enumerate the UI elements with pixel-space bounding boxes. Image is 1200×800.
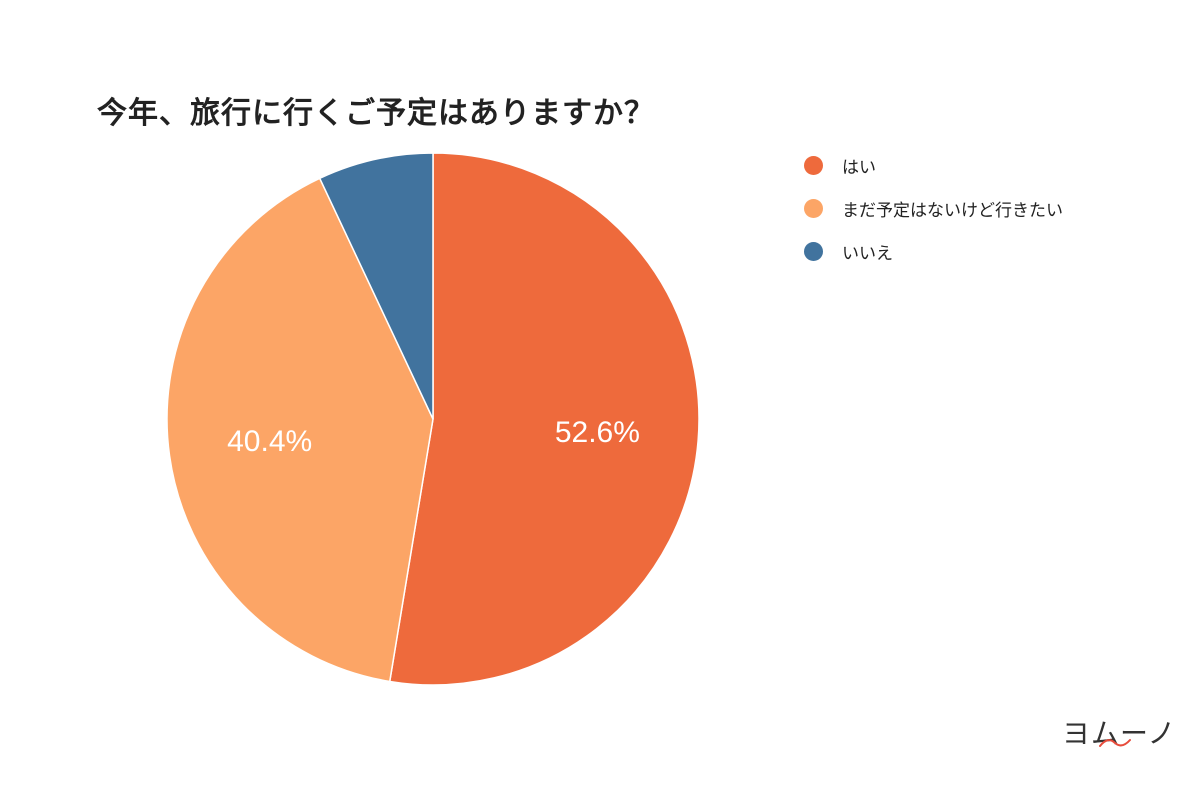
legend-item-no: いいえ [804, 238, 1063, 264]
pie-slice-want-to-go [166, 177, 434, 683]
data-label: 52.6% [555, 416, 640, 449]
data-label: 40.4% [227, 425, 312, 458]
legend-swatch [804, 198, 823, 218]
legend-swatch [804, 241, 823, 261]
legend-label: いいえ [842, 243, 893, 264]
pie-slice-yes [388, 152, 700, 686]
legend-label: まだ予定はないけど行きたい [842, 200, 1063, 221]
legend-label: はい [842, 157, 876, 178]
legend-item-yes: はい [804, 152, 1063, 178]
legend-item-want-to-go: まだ予定はないけど行きたい [804, 195, 1063, 221]
pie-slice-no [318, 152, 434, 420]
legend-swatch [804, 155, 823, 175]
legend: はい まだ予定はないけど行きたい いいえ [804, 152, 1063, 281]
chart-title: 今年、旅行に行くご予定はありますか？ [97, 96, 655, 131]
watermark-swoosh-icon [1099, 739, 1131, 747]
